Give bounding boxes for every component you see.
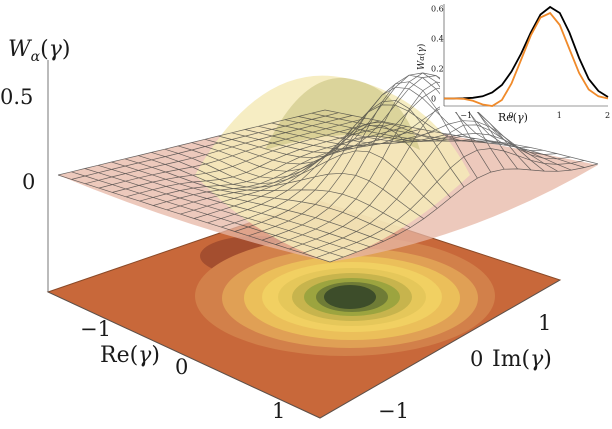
z-tick: 0.5 (0, 85, 33, 109)
x-axis-label: Re(γ) (100, 343, 160, 368)
floor-plane (46, 199, 562, 419)
mesh-line (261, 72, 530, 241)
inset-y-tick: 0.4 (431, 35, 444, 44)
axes-box (47, 60, 561, 419)
mesh-line (191, 100, 465, 188)
inset-x-label: Re(γ) (498, 111, 528, 124)
z-tick: 0 (22, 170, 35, 194)
inset-y-tick: 0 (431, 95, 436, 104)
inset-series-1 (444, 11, 609, 107)
mesh-line (275, 81, 544, 245)
mesh-line (298, 116, 572, 171)
y-axis-label: Im(γ) (492, 347, 552, 372)
inset-chart: −1 0 1 2 0 0.2 0.4 0.6 Wα(γ) Re(γ) (416, 2, 610, 124)
mesh-line (324, 109, 599, 165)
peak-contour (324, 285, 376, 309)
y-tick: 0 (470, 347, 483, 371)
inset-x-tick: 2 (605, 111, 610, 120)
x-tick: −1 (80, 317, 111, 341)
mesh-line (221, 104, 489, 228)
mesh-line (234, 86, 503, 232)
inset-series-0 (444, 5, 609, 100)
z-axis-label: Wα(γ) (8, 37, 70, 65)
mesh-line (207, 121, 476, 224)
mesh-line (248, 74, 517, 237)
mesh-line (311, 112, 585, 168)
mesh-line (302, 124, 571, 254)
y-tick: −1 (378, 399, 409, 423)
mesh-line (329, 163, 599, 263)
y-tick: 1 (538, 311, 551, 335)
x-tick: 1 (272, 399, 285, 423)
inset-y-tick: 0.6 (431, 5, 444, 14)
inset-y-label: Wα(γ) (416, 44, 427, 70)
surface (57, 72, 599, 263)
mesh-line (289, 100, 558, 250)
inset-x-tick: 0 (509, 111, 514, 120)
inset-x-tick: −1 (460, 111, 472, 120)
mesh-line (204, 81, 478, 179)
mesh-line (316, 148, 585, 258)
mesh-line (271, 120, 545, 172)
inset-x-tick: 1 (557, 111, 562, 120)
x-tick: 0 (175, 355, 188, 379)
inset-y-tick: 0.2 (431, 65, 444, 74)
